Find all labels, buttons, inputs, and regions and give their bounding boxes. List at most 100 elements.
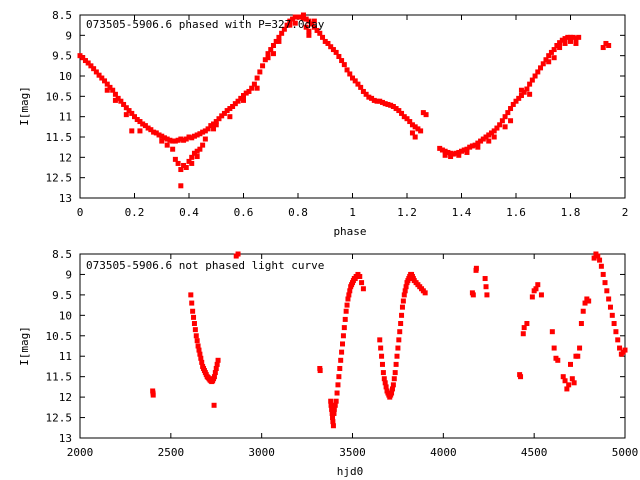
data-point [186, 158, 192, 164]
data-point [360, 88, 366, 94]
data-point [401, 292, 407, 298]
data-point [595, 253, 601, 259]
data-point [409, 130, 415, 136]
data-point [192, 327, 198, 333]
data-point [270, 51, 276, 57]
data-point [402, 288, 408, 294]
data-point [395, 345, 401, 351]
data-point [527, 81, 533, 87]
y-tick-label: 9.5 [52, 50, 72, 63]
data-point [578, 321, 584, 327]
data-point [491, 134, 497, 140]
data-point [420, 110, 426, 116]
data-point [442, 148, 448, 154]
data-point [565, 34, 571, 40]
data-point [230, 104, 236, 109]
data-point [607, 304, 613, 310]
data-point [551, 345, 557, 351]
data-point [221, 110, 227, 116]
data-point [331, 406, 337, 412]
data-point [548, 49, 554, 55]
data-points [77, 12, 612, 189]
x-tick-label: 1.2 [397, 206, 417, 219]
data-point [332, 402, 338, 408]
data-point [568, 38, 573, 44]
data-point [287, 18, 293, 24]
data-point [317, 368, 323, 374]
data-point [543, 57, 549, 63]
data-point [150, 392, 156, 398]
data-point [279, 30, 285, 36]
data-point [213, 365, 219, 371]
data-point [524, 321, 530, 327]
data-point [254, 75, 260, 81]
data-point [273, 38, 279, 44]
data-point [314, 27, 320, 33]
data-point [611, 321, 617, 327]
data-point [300, 12, 306, 18]
data-point [380, 370, 386, 376]
x-tick-label: 0.8 [288, 206, 308, 219]
data-point [309, 21, 315, 27]
data-point [518, 93, 524, 99]
data-point [227, 106, 233, 112]
data-point [339, 58, 345, 64]
x-tick-label: 0.4 [179, 206, 199, 219]
data-point [91, 66, 97, 72]
data-point [213, 119, 219, 125]
data-point [622, 347, 628, 353]
x-tick-label: 2 [622, 206, 629, 219]
data-point [520, 331, 526, 337]
data-point [268, 47, 274, 53]
data-point [330, 415, 336, 421]
data-point [216, 116, 222, 122]
data-point [191, 150, 197, 156]
y-tick-label: 10 [59, 309, 72, 322]
data-point [112, 97, 118, 103]
data-point [532, 73, 538, 79]
data-point [381, 376, 387, 382]
data-point [341, 325, 347, 331]
data-point [352, 78, 358, 84]
data-point [377, 98, 383, 104]
data-point [191, 321, 197, 327]
data-point [505, 110, 511, 116]
data-point [328, 402, 334, 408]
data-point [292, 14, 298, 20]
data-point [224, 108, 230, 114]
plot-frame [79, 14, 626, 199]
data-point [235, 98, 241, 104]
data-point [178, 167, 184, 173]
data-point [437, 145, 443, 151]
data-point [488, 130, 494, 136]
data-point [104, 81, 110, 87]
y-tick-label: 10.5 [46, 330, 73, 343]
y-tick-label: 8.5 [52, 9, 72, 22]
data-point [399, 304, 405, 310]
data-point [190, 308, 196, 314]
data-point [577, 345, 583, 351]
data-point [183, 165, 189, 170]
data-point [394, 353, 400, 359]
data-point [470, 292, 476, 298]
data-point [461, 147, 467, 153]
data-point [104, 87, 110, 93]
data-point [570, 34, 576, 40]
data-point [172, 138, 178, 144]
data-point [212, 370, 218, 376]
data-point [591, 255, 597, 261]
unphased-light-curve-plot: 2000 2500 3000 3500 4000 4500 5000 8.5 9 9.5 10 10… [18, 248, 638, 478]
data-point [257, 69, 263, 75]
data-point [328, 44, 334, 50]
y-tick-label: 9 [65, 29, 72, 42]
data-point [377, 337, 383, 343]
data-point [383, 384, 389, 390]
data-point [214, 361, 220, 367]
data-point [211, 374, 217, 380]
data-point [389, 386, 395, 392]
data-point [241, 97, 246, 103]
data-point [484, 292, 490, 298]
data-point [151, 129, 157, 135]
data-point [617, 345, 623, 351]
